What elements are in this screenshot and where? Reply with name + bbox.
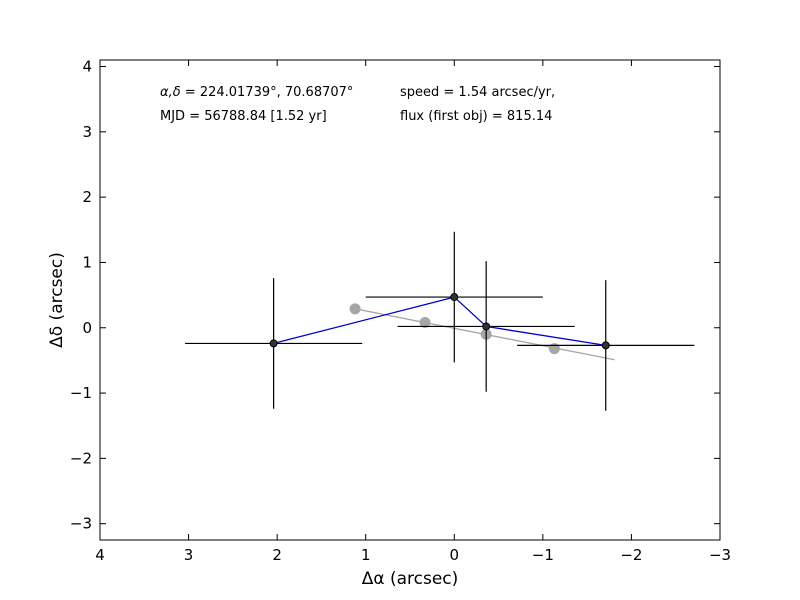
y-tick-label: 2 (82, 188, 92, 206)
y-tick-label: −2 (70, 449, 92, 467)
x-tick-label: −1 (532, 546, 554, 564)
annotation-coords: α,δ = 224.01739°, 70.68707° (160, 85, 353, 100)
y-tick-label: 4 (82, 58, 92, 76)
x-tick-label: 3 (184, 546, 194, 564)
annotation-mjd: MJD = 56788.84 [1.52 yr] (160, 109, 327, 124)
x-tick-label: 4 (95, 546, 105, 564)
tick-layer: 4 3 2 1 0 −1 −2 −3 −3 −2 −1 0 1 2 3 4 (70, 58, 731, 564)
data-layer (185, 231, 695, 411)
x-tick-label: −2 (620, 546, 642, 564)
x-tick-label: 1 (361, 546, 371, 564)
annotation-coords-values: = 224.01739°, 70.68707° (181, 85, 354, 100)
annotation-speed: speed = 1.54 arcsec/yr, (400, 85, 555, 100)
annotation-coords-label: α,δ (160, 85, 181, 100)
annotation-flux: flux (first obj) = 815.14 (400, 109, 552, 124)
y-tick-label: 0 (82, 319, 92, 337)
epoch-path-line (273, 296, 606, 347)
measurement-point (601, 341, 610, 350)
measurement-point (482, 322, 491, 331)
measurement-point (269, 339, 278, 348)
y-tick-label: 3 (82, 123, 92, 141)
model-point (349, 303, 361, 315)
plot-frame (99, 59, 721, 541)
y-tick-label: 1 (82, 253, 92, 271)
measurement-point (450, 293, 459, 302)
y-tick-label: −3 (70, 515, 92, 533)
x-axis-label: Δα (arcsec) (362, 569, 459, 589)
y-tick-label: −1 (70, 384, 92, 402)
x-tick-label: 0 (450, 546, 460, 564)
model-point (419, 317, 431, 329)
x-tick-label: −3 (709, 546, 731, 564)
y-axis-label: Δδ (arcsec) (47, 252, 67, 348)
x-tick-label: 2 (272, 546, 282, 564)
